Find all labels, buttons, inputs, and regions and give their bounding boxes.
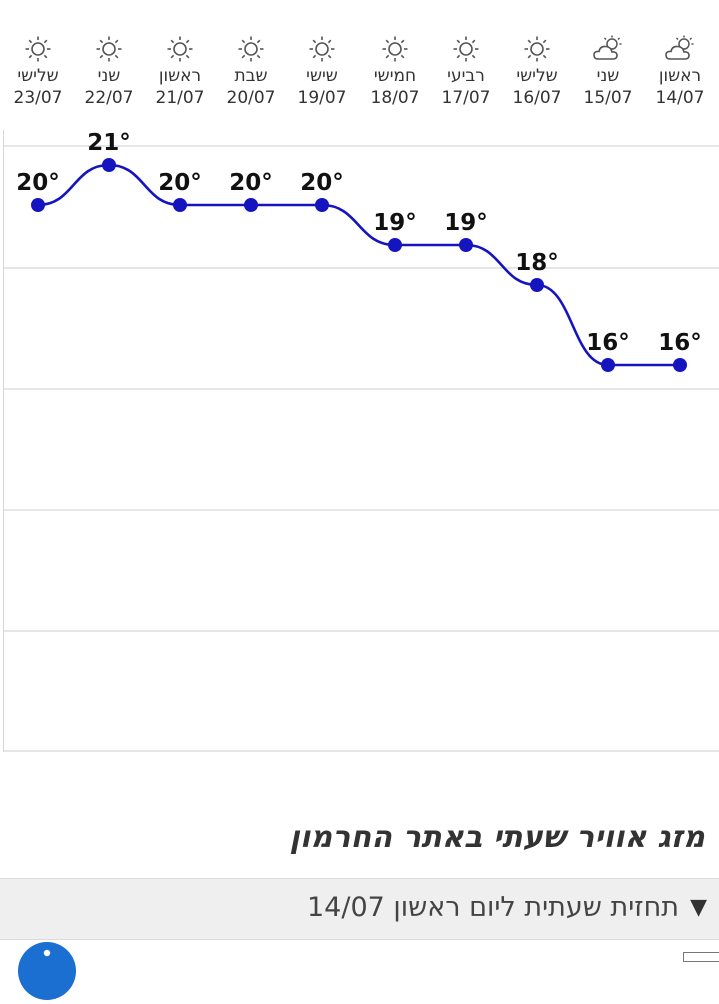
day-column: רביעי 17/07	[431, 32, 501, 110]
day-name: שבת	[234, 66, 268, 86]
low-temp-line	[37, 163, 680, 367]
section-title: מזג אוויר שעתי באתר החרמון	[289, 820, 705, 855]
day-date: 22/07	[84, 88, 134, 108]
sun-icon	[216, 32, 286, 66]
day-column: חמישי 18/07	[360, 32, 430, 110]
low-temp-point	[244, 198, 258, 212]
hourly-forecast-label: תחזית שעתית ליום ראשון 14/07	[306, 892, 679, 923]
low-temp-point	[388, 238, 402, 252]
low-temp-point	[530, 278, 544, 292]
day-date: 18/07	[370, 88, 420, 108]
day-name: שלישי	[17, 66, 59, 86]
low-temp-point	[601, 358, 615, 372]
low-temp-label: 20°	[158, 170, 202, 196]
low-temp-label: 20°	[16, 170, 60, 196]
low-temp-point	[31, 198, 45, 212]
day-date: 23/07	[13, 88, 63, 108]
day-column: שלישי 23/07	[3, 32, 73, 110]
day-column: שני 22/07	[74, 32, 144, 110]
hourly-forecast-toggle[interactable]: ▼ תחזית שעתית ליום ראשון 14/07	[0, 878, 719, 940]
day-column: שבת 20/07	[216, 32, 286, 110]
day-date: 17/07	[441, 88, 491, 108]
day-name: חמישי	[373, 66, 417, 86]
day-name: ראשון	[658, 66, 702, 86]
day-column: שלישי 16/07	[502, 32, 572, 110]
day-column: ראשון 14/07	[645, 32, 715, 110]
low-temp-label: 20°	[229, 170, 273, 196]
day-name: רביעי	[447, 66, 485, 86]
low-temp-label: 20°	[300, 170, 344, 196]
sun-icon	[74, 32, 144, 66]
forecast-days-header: ראשון 14/07 שני 15/07 שלישי 16/07 רביעי 17/07 חמ…	[0, 0, 719, 130]
sun-icon	[360, 32, 430, 66]
partly-cloudy-icon	[645, 32, 715, 66]
temperature-chart: 24°27°28°28°29°29°28°30°29°27°16°16°18°1…	[4, 130, 719, 752]
day-name: שישי	[306, 66, 338, 86]
day-date: 21/07	[155, 88, 205, 108]
chevron-down-icon: ▼	[690, 895, 707, 920]
day-column: שישי 19/07	[287, 32, 357, 110]
low-temp-point	[459, 238, 473, 252]
day-date: 15/07	[583, 88, 633, 108]
sun-icon	[431, 32, 501, 66]
day-column: שני 15/07	[573, 32, 643, 110]
low-temp-point	[102, 158, 116, 172]
day-date: 14/07	[655, 88, 705, 108]
info-icon[interactable]	[18, 942, 76, 1000]
sun-icon	[3, 32, 73, 66]
day-name: ראשון	[158, 66, 202, 86]
low-temp-label: 19°	[444, 210, 488, 236]
sun-icon	[502, 32, 572, 66]
low-temp-label: 19°	[373, 210, 417, 236]
day-name: שלישי	[516, 66, 558, 86]
day-name: שני	[97, 66, 121, 86]
low-temp-label: 21°	[87, 130, 131, 156]
low-temp-label: 18°	[515, 250, 559, 276]
chart-left-border	[3, 130, 4, 752]
low-temp-label: 16°	[658, 330, 702, 356]
low-temp-point	[673, 358, 687, 372]
partly-cloudy-icon	[573, 32, 643, 66]
low-temp-point	[173, 198, 187, 212]
sun-icon	[287, 32, 357, 66]
low-temp-point	[315, 198, 329, 212]
sun-icon	[145, 32, 215, 66]
day-date: 16/07	[512, 88, 562, 108]
day-column: ראשון 21/07	[145, 32, 215, 110]
day-date: 19/07	[297, 88, 347, 108]
corner-widget	[683, 952, 719, 962]
day-date: 20/07	[226, 88, 276, 108]
day-name: שני	[596, 66, 620, 86]
low-temp-label: 16°	[586, 330, 630, 356]
